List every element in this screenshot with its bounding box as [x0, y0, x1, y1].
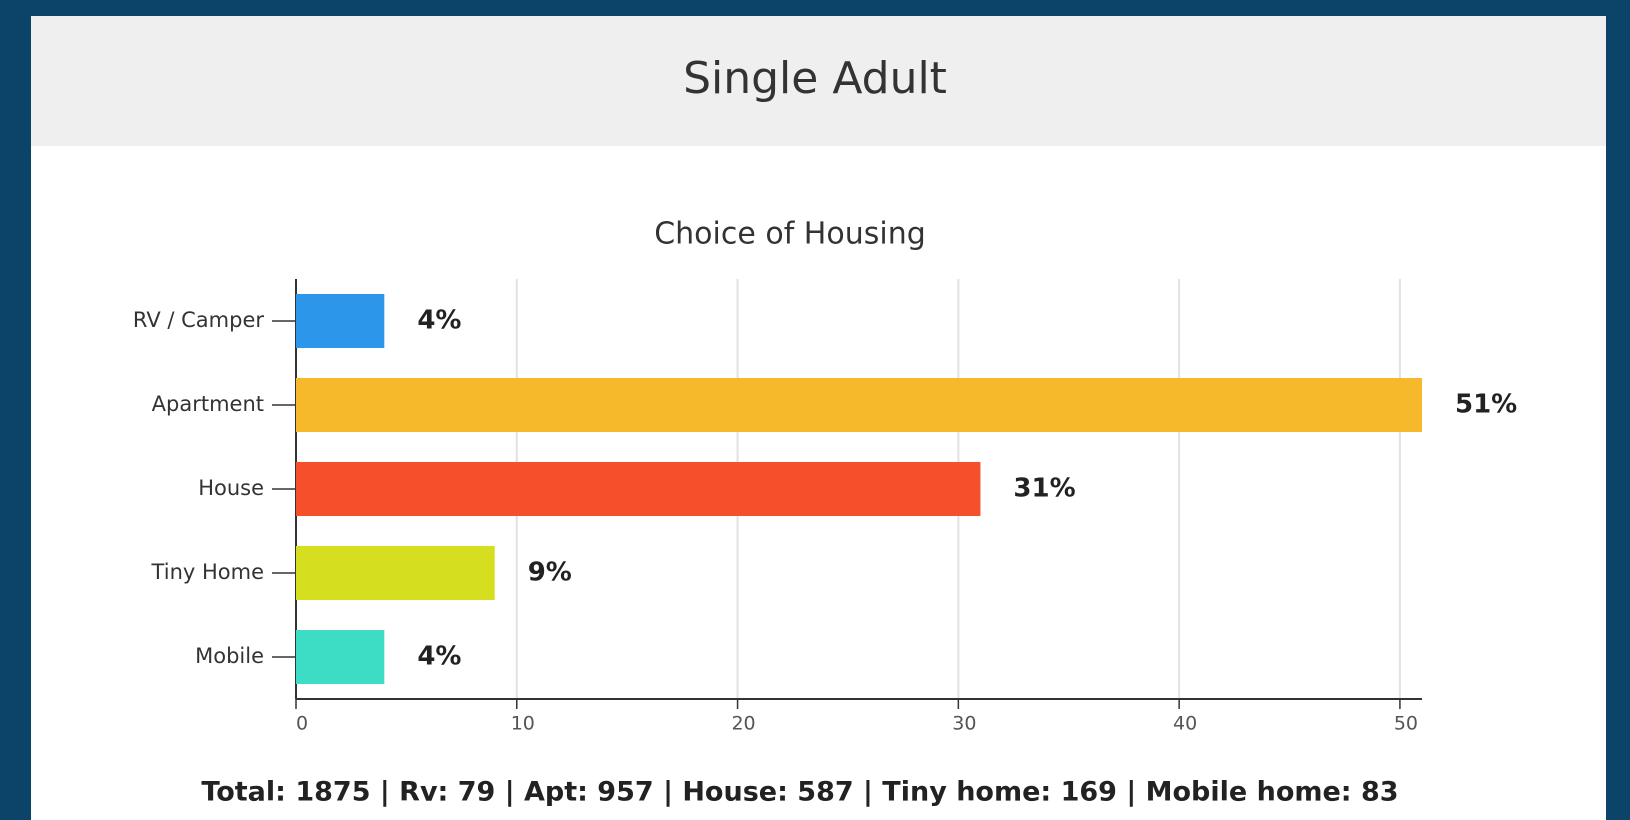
- x-tick-label: 0: [296, 713, 308, 735]
- bar: [296, 546, 495, 600]
- bar: [296, 630, 385, 684]
- x-tick-label: 30: [952, 713, 976, 735]
- x-tick-label: 20: [731, 713, 755, 735]
- x-tick-label: 40: [1173, 713, 1197, 735]
- x-tick-label: 50: [1394, 713, 1418, 735]
- bar: [296, 294, 385, 348]
- card-header: [31, 16, 1606, 146]
- chart-title: Choice of Housing: [654, 217, 926, 252]
- value-label: 9%: [528, 558, 572, 588]
- y-tick-label: Apartment: [152, 392, 264, 416]
- value-label: 51%: [1455, 390, 1517, 420]
- value-label: 4%: [417, 642, 461, 672]
- y-tick-label: Mobile: [195, 644, 264, 668]
- y-tick-label: Tiny Home: [151, 560, 264, 584]
- value-label: 31%: [1013, 474, 1075, 504]
- bar: [296, 378, 1422, 432]
- y-tick-label: House: [198, 476, 264, 500]
- y-tick-label: RV / Camper: [133, 308, 264, 332]
- value-label: 4%: [417, 306, 461, 336]
- footer-summary: Total: 1875 | Rv: 79 | Apt: 957 | House:…: [201, 777, 1398, 808]
- bar: [296, 462, 981, 516]
- header-title: Single Adult: [683, 53, 947, 104]
- x-tick-label: 10: [511, 713, 535, 735]
